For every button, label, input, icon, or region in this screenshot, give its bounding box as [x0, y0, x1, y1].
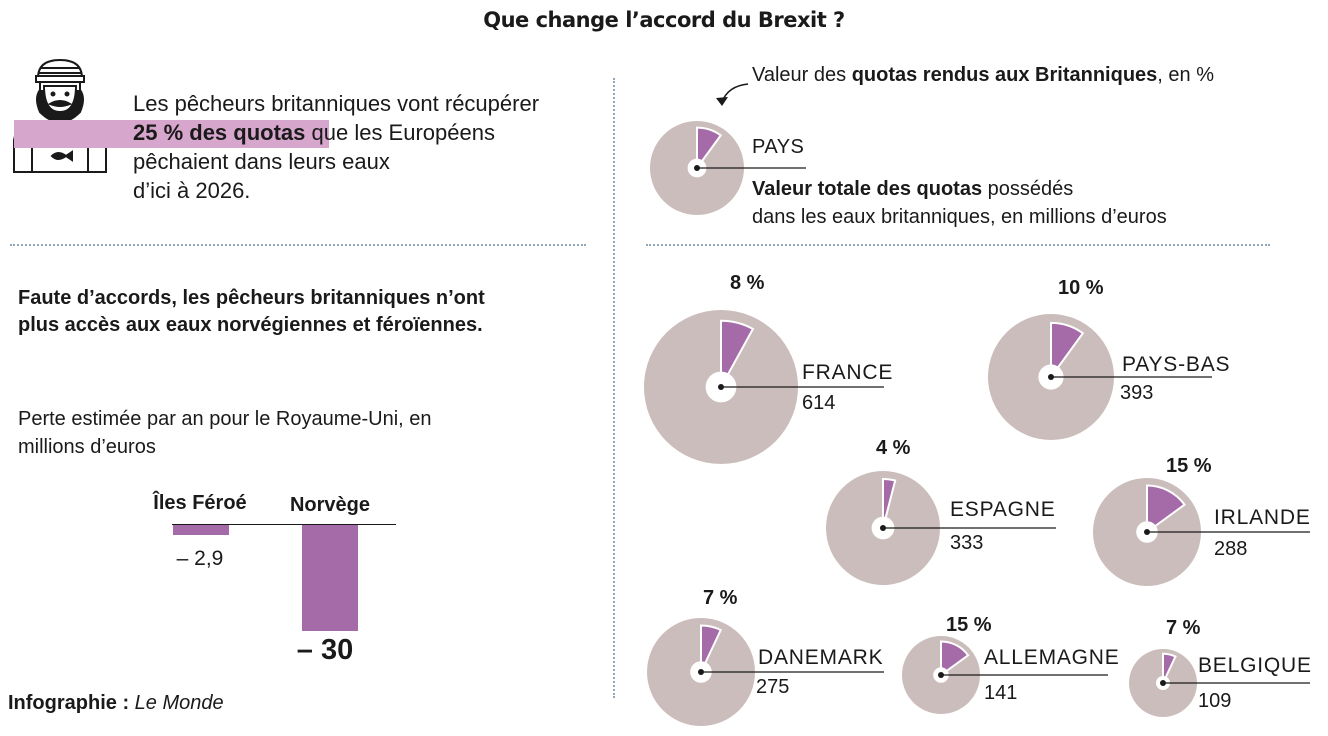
- intro-line2: que les Européens: [305, 120, 495, 145]
- bar-label-norvege: Norvège: [289, 494, 371, 516]
- label-pays-bas: PAYS-BAS: [1122, 353, 1231, 376]
- percent-pays-bas: 10 %: [1058, 277, 1104, 299]
- bar-baseline: [172, 524, 396, 525]
- value-espagne: 333: [950, 532, 984, 554]
- value-france: 614: [802, 392, 836, 414]
- bar-label-iles-feroe: Îles Féroé: [153, 492, 247, 514]
- percent-irlande: 15 %: [1166, 455, 1212, 477]
- allemagne-pie-slice: [940, 640, 970, 677]
- credit-source: Le Monde: [134, 692, 224, 714]
- percent-france: 8 %: [730, 272, 765, 294]
- legend-arrow-head: [716, 97, 728, 106]
- credit: Infographie : Le Monde: [8, 692, 224, 715]
- percent-espagne: 4 %: [876, 437, 911, 459]
- label-france: FRANCE: [802, 361, 894, 384]
- legend-top-bold: quotas rendus aux Britanniques: [851, 64, 1158, 86]
- percent-belgique: 7 %: [1166, 617, 1201, 639]
- intro-highlight: 25 % des quotas: [133, 120, 306, 145]
- percent-allemagne: 15 %: [946, 614, 992, 636]
- legend-total-caption: Valeur totale des quotas possédés dans l…: [752, 175, 1167, 231]
- value-allemagne: 141: [984, 682, 1018, 704]
- divider-left: [10, 244, 586, 246]
- bar-iles-feroe: [173, 525, 229, 536]
- bar-value-iles-feroe: – 2,9: [176, 547, 224, 570]
- legend-total-line2: dans les eaux britanniques, en millions …: [752, 206, 1167, 228]
- value-irlande: 288: [1214, 538, 1248, 560]
- intro-line1: Les pêcheurs britanniques vont récupérer: [133, 91, 540, 116]
- legend-total-post: possédés: [982, 178, 1074, 200]
- irlande-pie-slice: [1146, 484, 1186, 534]
- legend-total-bold: Valeur totale des quotas: [752, 178, 983, 200]
- label-espagne: ESPAGNE: [950, 498, 1056, 521]
- label-danemark: DANEMARK: [758, 646, 884, 669]
- legend-top-pre: Valeur des: [752, 64, 852, 86]
- norway-subtitle: Perte estimée par an pour le Royaume-Uni…: [18, 408, 432, 458]
- value-danemark: 275: [756, 676, 790, 698]
- france-pie-slice: [720, 319, 755, 388]
- value-belgique: 109: [1198, 690, 1232, 712]
- divider-vertical: [613, 78, 615, 698]
- bar-value-norvege: – 30: [296, 634, 354, 666]
- page-title: Que change l’accord du Brexit ?: [483, 8, 845, 32]
- percent-danemark: 7 %: [703, 587, 738, 609]
- intro-text: Les pêcheurs britanniques vont récupérer…: [133, 89, 539, 205]
- danemark-pie-slice: [700, 624, 723, 673]
- intro-line3: pêchaient dans leurs eaux: [133, 149, 390, 174]
- value-pays-bas: 393: [1120, 382, 1154, 404]
- highlight-bar: [14, 120, 329, 148]
- intro-line4: d’ici à 2026.: [133, 178, 251, 203]
- pays-bas-pie-slice: [1050, 321, 1085, 381]
- legend-top-post: , en %: [1157, 64, 1214, 86]
- label-irlande: IRLANDE: [1214, 506, 1311, 529]
- legend-pie-slice: [696, 126, 723, 172]
- divider-right: [646, 244, 1270, 246]
- label-belgique: BELGIQUE: [1198, 654, 1312, 677]
- credit-label: Infographie :: [8, 692, 130, 714]
- norway-heading: Faute d’accords, les pêcheurs britanniqu…: [18, 287, 485, 336]
- espagne-pie-slice: [882, 477, 897, 529]
- bar-norvege: [302, 525, 358, 631]
- legend-pays: PAYS: [752, 136, 805, 158]
- legend-percent-caption: Valeur des quotas rendus aux Britannique…: [752, 64, 1214, 87]
- belgique-pie-slice: [1162, 652, 1177, 684]
- label-allemagne: ALLEMAGNE: [984, 646, 1120, 669]
